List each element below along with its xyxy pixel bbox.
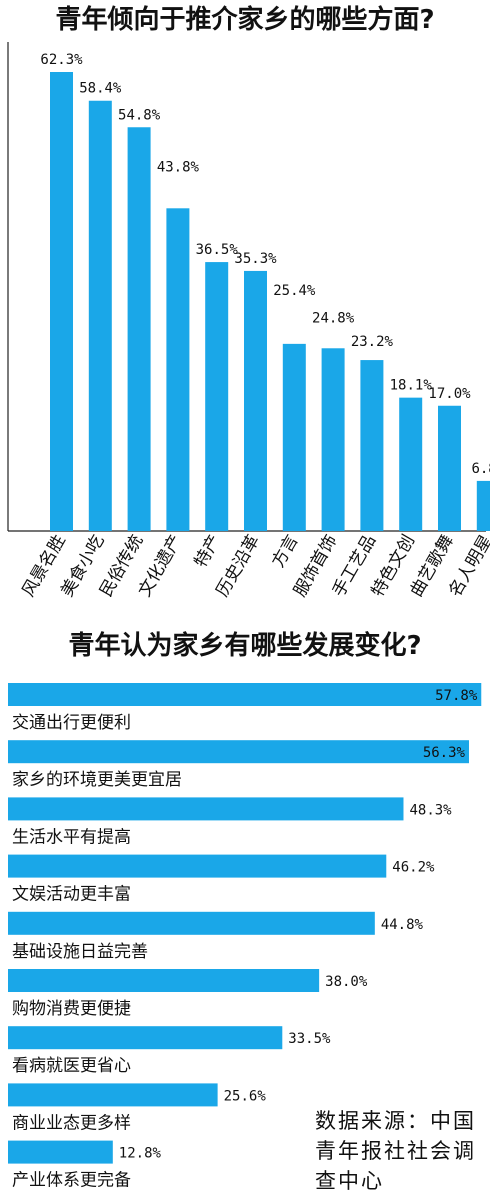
bar <box>8 797 404 821</box>
bar <box>127 127 151 531</box>
bar <box>321 348 345 531</box>
bar-value-label: 43.8% <box>157 159 200 175</box>
category-label: 交通出行更便利 <box>12 713 131 733</box>
bar <box>244 270 267 531</box>
bar-value-label: 6.8% <box>471 461 490 477</box>
bar <box>205 262 229 531</box>
bar-value-label: 58.4% <box>79 81 122 97</box>
bar-value-label: 25.6% <box>224 1088 267 1104</box>
bar <box>8 1026 283 1050</box>
bar <box>88 100 112 531</box>
bar <box>50 72 73 531</box>
bar-value-label: 54.8% <box>118 107 161 123</box>
bar <box>8 969 320 992</box>
bar-value-label: 44.8% <box>381 917 424 933</box>
category-label: 看病就医更省心 <box>12 1056 131 1076</box>
bar-value-label: 38.0% <box>325 974 368 990</box>
category-label: 家乡的环境更美更宜居 <box>12 770 182 790</box>
bar-value-label: 62.3% <box>40 52 83 68</box>
source-note: 数据来源：中国青年报社社会调查中心 <box>315 1109 476 1193</box>
bar-value-label: 18.1% <box>390 378 433 394</box>
bar-value-label: 46.2% <box>392 860 435 876</box>
bar-value-label: 24.8% <box>312 310 355 326</box>
bar <box>8 911 375 935</box>
chart-title-preferences: 青年倾向于推介家乡的哪些方面? <box>55 5 435 35</box>
bar-value-label: 33.5% <box>288 1031 331 1047</box>
bar <box>399 397 423 531</box>
bar <box>8 854 387 878</box>
bar <box>8 683 482 706</box>
bar <box>476 480 490 531</box>
bar <box>438 405 461 531</box>
bar <box>8 1083 218 1107</box>
bar <box>360 360 384 531</box>
bar-value-label: 56.3% <box>423 745 466 761</box>
bar <box>8 1140 113 1164</box>
vertical-bar-chart: 62.3%风景名胜58.4%美食小吃54.8%民俗传统43.8%文化遗产36.5… <box>7 42 490 600</box>
bar-value-label: 23.2% <box>351 334 394 350</box>
bar <box>282 343 306 531</box>
chart-title-changes: 青年认为家乡有哪些发展变化? <box>68 631 422 661</box>
bar-value-label: 35.3% <box>234 251 277 267</box>
category-label: 文娱活动更丰富 <box>12 885 131 905</box>
bar-value-label: 17.0% <box>428 386 471 402</box>
category-label: 商业业态更多样 <box>12 1113 131 1133</box>
bar-value-label: 12.8% <box>119 1146 162 1162</box>
bar <box>8 740 469 764</box>
bar-value-label: 25.4% <box>273 283 316 299</box>
bar-value-label: 36.5% <box>196 242 239 258</box>
category-label: 基础设施日益完善 <box>12 942 148 962</box>
bar <box>166 208 190 531</box>
category-label: 购物消费更便捷 <box>12 999 131 1019</box>
category-label: 生活水平有提高 <box>12 827 131 847</box>
bar-value-label: 48.3% <box>409 802 452 818</box>
bar-value-label: 57.8% <box>435 688 478 704</box>
category-label: 产业体系更完备 <box>12 1171 131 1191</box>
